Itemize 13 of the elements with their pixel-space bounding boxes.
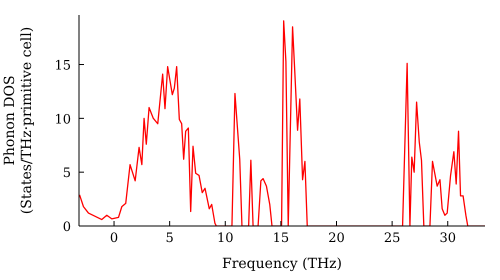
x-tick-label: 20 <box>328 231 345 246</box>
x-axis-title: Frequency (THz) <box>222 256 342 272</box>
x-tick-label: 10 <box>217 231 234 246</box>
x-tick-label: 15 <box>272 231 290 246</box>
y-tick-label: 0 <box>62 220 71 235</box>
x-tick-label: 5 <box>166 231 174 246</box>
y-tick-label: 15 <box>54 58 71 74</box>
y-axis-title: Phonon DOS (States/THz·primitive cell) <box>2 26 35 214</box>
x-tick-label: 0 <box>110 231 118 246</box>
x-tick-label: 30 <box>439 231 456 246</box>
y-tick-label: 10 <box>54 112 71 128</box>
y-tick-label: 5 <box>62 166 71 182</box>
x-tick-label: 25 <box>384 231 400 246</box>
